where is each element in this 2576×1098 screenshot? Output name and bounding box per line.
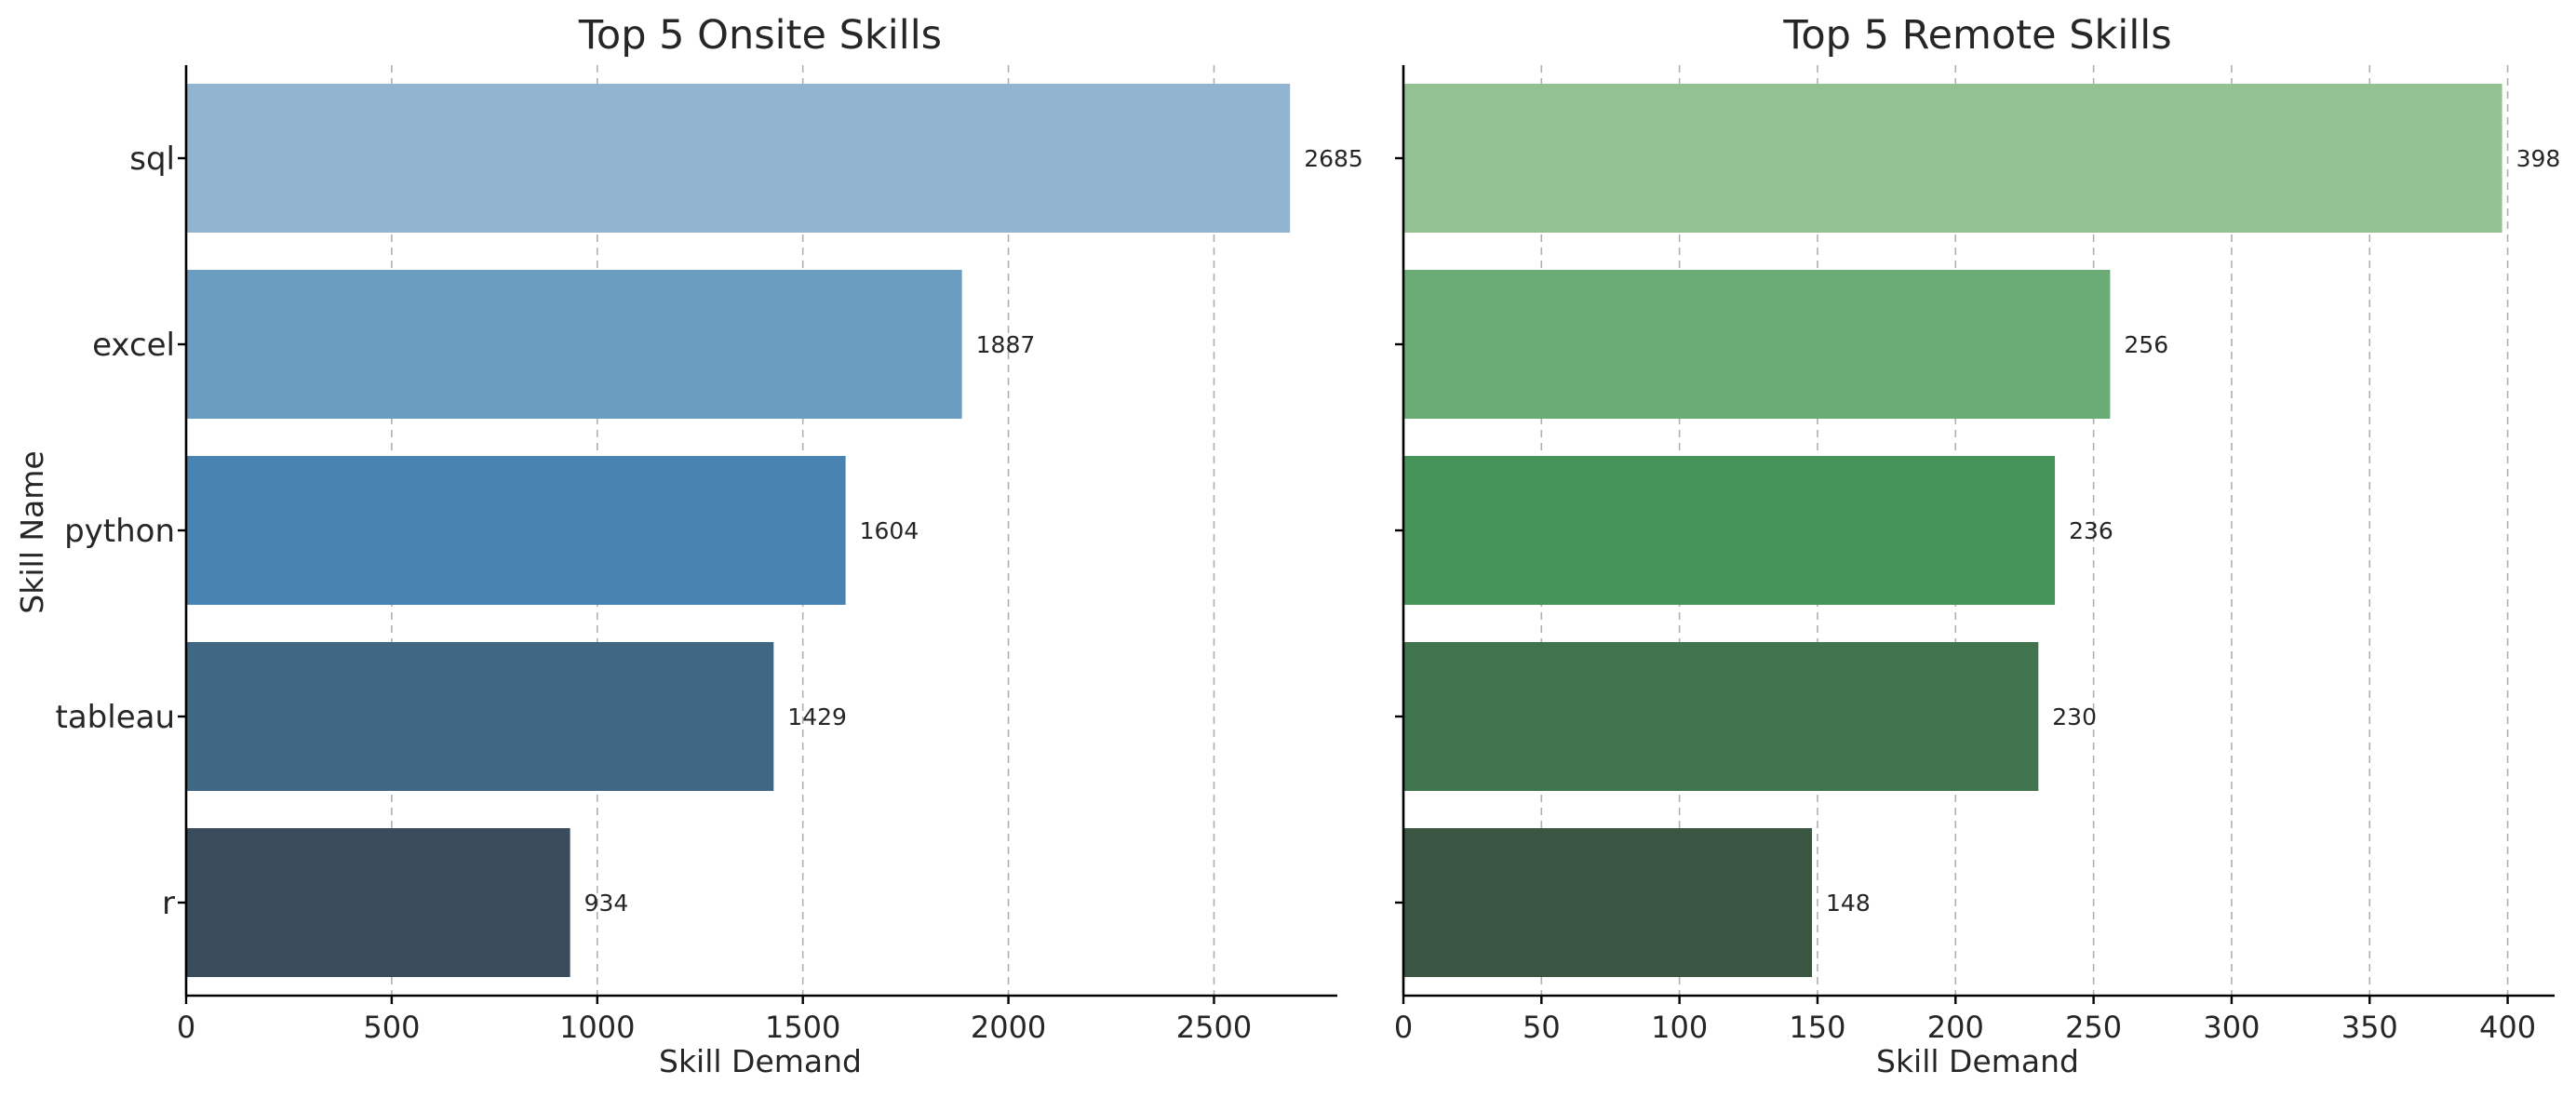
- data-label: 230: [2052, 703, 2097, 730]
- category-label: excel: [92, 327, 175, 364]
- bar-sql: [186, 84, 1291, 233]
- x-tick-label: 1500: [765, 1010, 840, 1045]
- bar-excel: [1403, 270, 2111, 419]
- bar-tableau: [1403, 642, 2039, 791]
- x-tick-label: 0: [177, 1010, 195, 1045]
- x-tick-label: 200: [1927, 1010, 1984, 1045]
- bar-excel: [186, 270, 962, 419]
- x-tick-label: 300: [2203, 1010, 2260, 1045]
- y-axis-label: Skill Name: [14, 450, 50, 613]
- onsite-skills-chart: Top 5 Onsite Skills Skill Demand Skill N…: [14, 12, 1363, 1079]
- bar-r: [186, 828, 570, 977]
- data-label: 148: [1826, 890, 1871, 917]
- bar-python: [186, 456, 846, 605]
- remote-skills-chart: Top 5 Remote Skills Skill Demand 398 256 2…: [1394, 12, 2561, 1079]
- x-tick-label: 0: [1394, 1010, 1413, 1045]
- data-label: 256: [2124, 331, 2168, 358]
- data-label: 1429: [787, 703, 847, 730]
- x-tick-label: 1000: [559, 1010, 635, 1045]
- bar-python: [1403, 456, 2056, 605]
- ticks: 0 500 1000 1500 2000 2500 sql excel python tablea…: [56, 141, 1253, 1045]
- category-label: tableau: [56, 699, 176, 736]
- category-label: r: [162, 885, 175, 922]
- x-tick-label: 350: [2341, 1010, 2398, 1045]
- data-label: 1887: [976, 331, 1036, 358]
- data-label: 2685: [1304, 145, 1363, 172]
- bar-tableau: [186, 642, 774, 791]
- data-label: 236: [2069, 517, 2113, 544]
- x-tick-label: 50: [1523, 1010, 1561, 1045]
- bars: 398 256 236 230 148: [1403, 84, 2560, 977]
- category-label: sql: [129, 141, 175, 178]
- data-label: 1604: [860, 517, 919, 544]
- bar-sql: [1403, 84, 2502, 233]
- bar-r: [1403, 828, 1813, 977]
- axes: [184, 65, 1337, 998]
- x-tick-label: 500: [363, 1010, 420, 1045]
- x-tick-label: 400: [2479, 1010, 2536, 1045]
- category-label: python: [64, 513, 175, 550]
- axes: [1402, 65, 2555, 998]
- data-label: 934: [584, 890, 629, 917]
- x-axis-label: Skill Demand: [1876, 1043, 2079, 1079]
- chart-title: Top 5 Onsite Skills: [578, 12, 942, 59]
- x-tick-label: 2500: [1176, 1010, 1252, 1045]
- data-label: 398: [2516, 145, 2561, 172]
- ticks: 0 50 100 150 200 250 300 350 400: [1394, 156, 2536, 1045]
- x-tick-label: 250: [2065, 1010, 2122, 1045]
- x-tick-label: 150: [1789, 1010, 1845, 1045]
- x-tick-label: 100: [1651, 1010, 1708, 1045]
- x-axis-label: Skill Demand: [659, 1043, 862, 1079]
- chart-title: Top 5 Remote Skills: [1782, 12, 2171, 59]
- bars: 2685 1887 1604 1429 934: [186, 84, 1363, 977]
- x-tick-label: 2000: [971, 1010, 1046, 1045]
